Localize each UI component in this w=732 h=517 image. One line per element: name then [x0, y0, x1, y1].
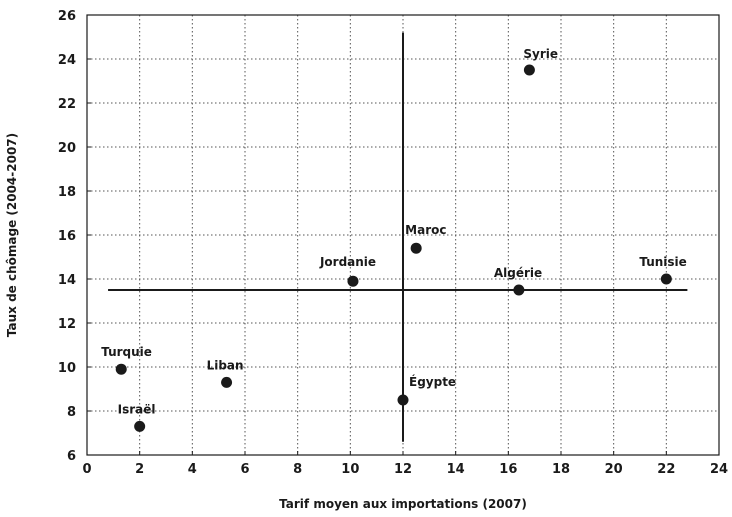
data-point — [513, 285, 524, 296]
data-point — [221, 377, 232, 388]
data-point — [411, 243, 422, 254]
data-point-label: Algérie — [494, 266, 542, 280]
y-axis-label: Taux de chômage (2004-2007) — [5, 133, 19, 337]
y-tick-label: 18 — [58, 185, 76, 200]
y-tick-label: 12 — [58, 317, 76, 332]
x-tick-label: 6 — [240, 462, 249, 477]
data-point-label: Syrie — [523, 47, 558, 61]
data-point — [134, 421, 145, 432]
x-tick-label: 22 — [657, 462, 675, 477]
data-point-label: Maroc — [405, 223, 446, 237]
x-tick-label: 24 — [710, 462, 728, 477]
x-tick-label: 8 — [293, 462, 302, 477]
data-point-label: Israël — [118, 402, 156, 416]
data-point-label: Liban — [207, 358, 244, 372]
y-tick-label: 16 — [58, 229, 76, 244]
y-tick-label: 24 — [58, 53, 76, 68]
x-tick-label: 18 — [552, 462, 570, 477]
x-tick-label: 2 — [135, 462, 144, 477]
data-point — [661, 274, 672, 285]
data-point — [116, 364, 127, 375]
y-tick-label: 14 — [58, 273, 76, 288]
x-tick-label: 14 — [447, 462, 465, 477]
x-tick-label: 0 — [82, 462, 91, 477]
y-tick-label: 20 — [58, 141, 76, 156]
data-point-label: Tunisie — [639, 255, 686, 269]
data-point-label: Turquie — [101, 345, 152, 359]
x-tick-label: 4 — [188, 462, 197, 477]
data-point-label: Égypte — [409, 374, 456, 389]
x-axis-label: Tarif moyen aux importations (2007) — [279, 497, 527, 511]
y-tick-label: 26 — [58, 9, 76, 24]
x-tick-label: 20 — [605, 462, 623, 477]
data-point — [398, 395, 409, 406]
y-tick-label: 8 — [67, 405, 76, 420]
data-point — [347, 276, 358, 287]
data-point-label: Jordanie — [319, 255, 376, 269]
x-tick-label: 16 — [499, 462, 517, 477]
x-tick-label: 12 — [394, 462, 412, 477]
y-tick-label: 6 — [67, 449, 76, 464]
y-tick-label: 10 — [58, 361, 76, 376]
data-point — [524, 65, 535, 76]
y-tick-label: 22 — [58, 97, 76, 112]
x-tick-label: 10 — [341, 462, 359, 477]
